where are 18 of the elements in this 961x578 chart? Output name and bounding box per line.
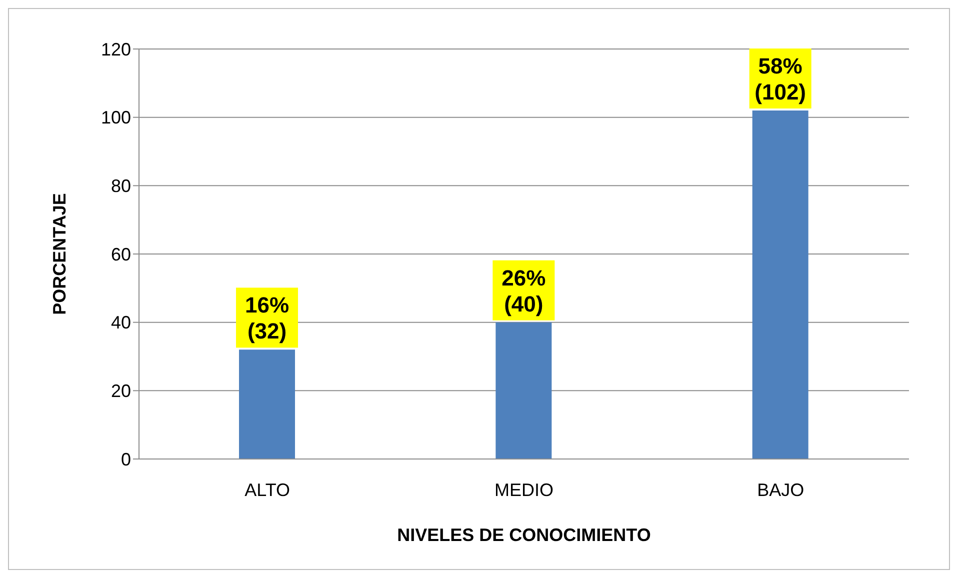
- data-label: 26% (40): [502, 265, 546, 316]
- data-label: 58% (102): [754, 54, 806, 104]
- x-tick-label: MEDIO: [494, 480, 554, 500]
- x-axis-title: NIVELES DE CONOCIMIENTO: [397, 525, 651, 545]
- y-tick-label: 0: [120, 449, 131, 470]
- x-tick-label: BAJO: [757, 480, 804, 500]
- bar: [496, 322, 552, 459]
- y-tick-label: 20: [110, 381, 131, 402]
- y-axis-title: PORCENTAJE: [49, 193, 70, 315]
- data-label: 16% (32): [244, 292, 290, 344]
- y-tick-label: 80: [110, 176, 131, 196]
- bar: [752, 110, 808, 459]
- y-tick-label: 40: [110, 312, 131, 333]
- x-tick-label: ALTO: [244, 480, 290, 500]
- bar: [239, 350, 295, 459]
- y-tick-label: 120: [100, 39, 131, 60]
- y-tick-label: 100: [100, 108, 131, 128]
- y-tick-label: 60: [110, 244, 131, 264]
